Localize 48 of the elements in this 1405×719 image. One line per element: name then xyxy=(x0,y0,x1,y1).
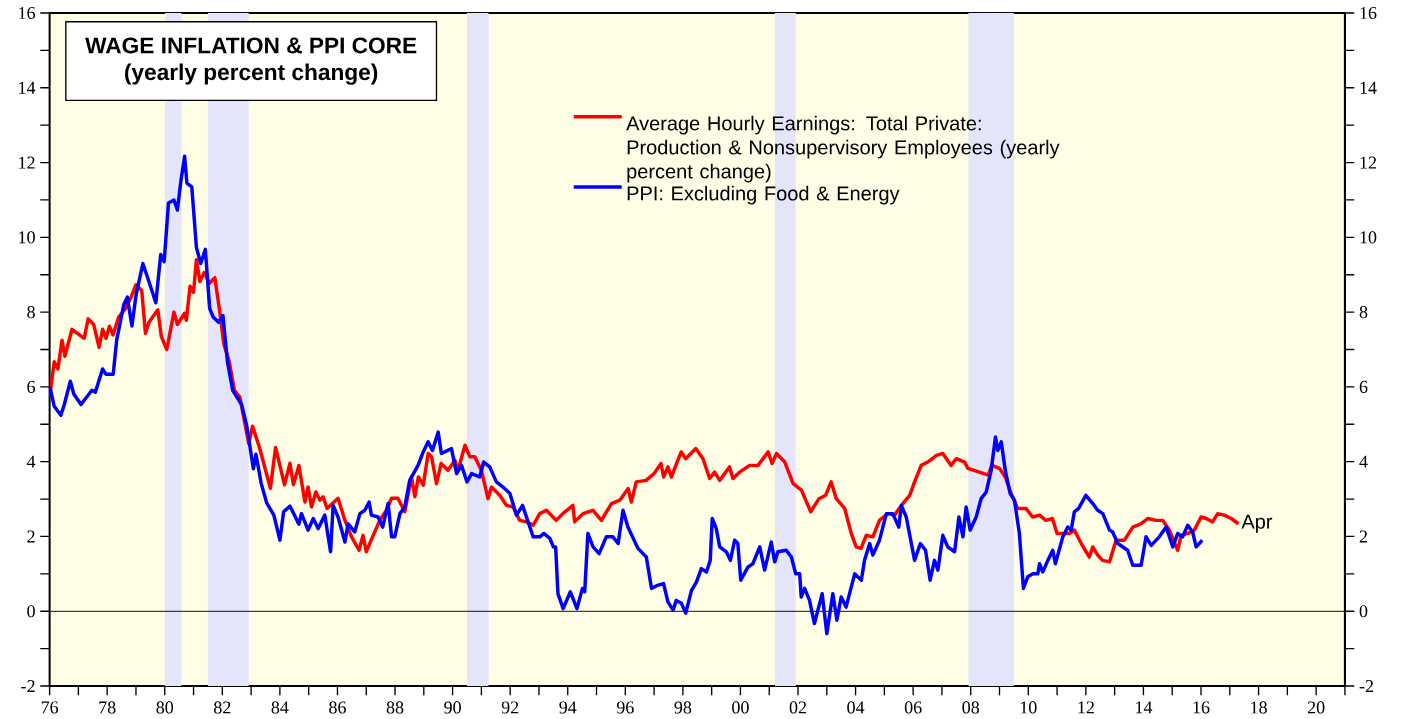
legend-label: Average Hourly Earnings: Total Private: Production & Nonsupervisory Employees (yearly percent change) xyxy=(626,115,1060,183)
y2-tick-label: 10 xyxy=(19,231,35,244)
x-tick-label: 20 xyxy=(1307,701,1325,714)
x-tick-label: 90 xyxy=(444,701,461,714)
x-tick-label: 80 xyxy=(156,701,174,714)
text: WAGE INFLATION & PPI CORE xyxy=(85,37,417,54)
x-tick-label: 00 xyxy=(732,701,749,714)
x-tick-label: 14 xyxy=(1136,701,1153,714)
y-tick-label: 0 xyxy=(1359,605,1368,618)
x-tick-label: 84 xyxy=(271,701,289,714)
y-tick-label: 10 xyxy=(1360,231,1377,244)
y-tick-label: 4 xyxy=(1359,455,1368,468)
x-tick-label: 16 xyxy=(1193,701,1210,714)
y2-tick-label: 16 xyxy=(19,6,36,20)
y2-tick-label: -2 xyxy=(21,680,35,692)
x-tick-label: 08 xyxy=(962,701,980,714)
y-tick-label: 14 xyxy=(1360,81,1377,94)
x-tick-label: 18 xyxy=(1251,701,1267,714)
y-tick-label: 2 xyxy=(1359,530,1367,543)
y2-tick-label: 8 xyxy=(27,306,35,319)
y-tick-label: 16 xyxy=(1360,6,1377,20)
x-tick-label: 10 xyxy=(1020,701,1037,714)
x-tick-label: 12 xyxy=(1078,701,1094,714)
annotation: Apr xyxy=(1241,514,1273,533)
x-tick-label: 76 xyxy=(41,701,59,714)
y2-tick-label: 2 xyxy=(27,530,35,543)
y2-tick-label: 4 xyxy=(26,455,36,468)
x-tick-label: 88 xyxy=(386,701,404,714)
y2-tick-label: 0 xyxy=(27,605,35,618)
y-tick-label: 8 xyxy=(1359,306,1368,319)
x-tick-label: 86 xyxy=(329,701,346,714)
x-tick-label: 04 xyxy=(847,701,865,714)
y-tick-label: 12 xyxy=(1360,156,1376,169)
x-tick-label: 96 xyxy=(616,701,634,714)
x-tick-label: 94 xyxy=(559,701,577,714)
x-tick-label: 82 xyxy=(214,701,231,714)
x-tick-label: 02 xyxy=(789,701,807,714)
x-tick-label: 98 xyxy=(674,701,692,714)
x-tick-label: 06 xyxy=(904,701,922,714)
x-tick-label: 92 xyxy=(501,701,519,714)
legend-label: PPI: Excluding Food & Energy xyxy=(627,185,900,205)
x-tick-label: 78 xyxy=(99,701,116,714)
text: (yearly percent change) xyxy=(125,63,378,85)
y2-tick-label: 12 xyxy=(19,156,35,169)
y-tick-label: 6 xyxy=(1359,380,1368,393)
y2-tick-label: 14 xyxy=(19,81,36,94)
y-tick-label: -2 xyxy=(1359,680,1373,692)
y2-tick-label: 6 xyxy=(27,380,36,393)
